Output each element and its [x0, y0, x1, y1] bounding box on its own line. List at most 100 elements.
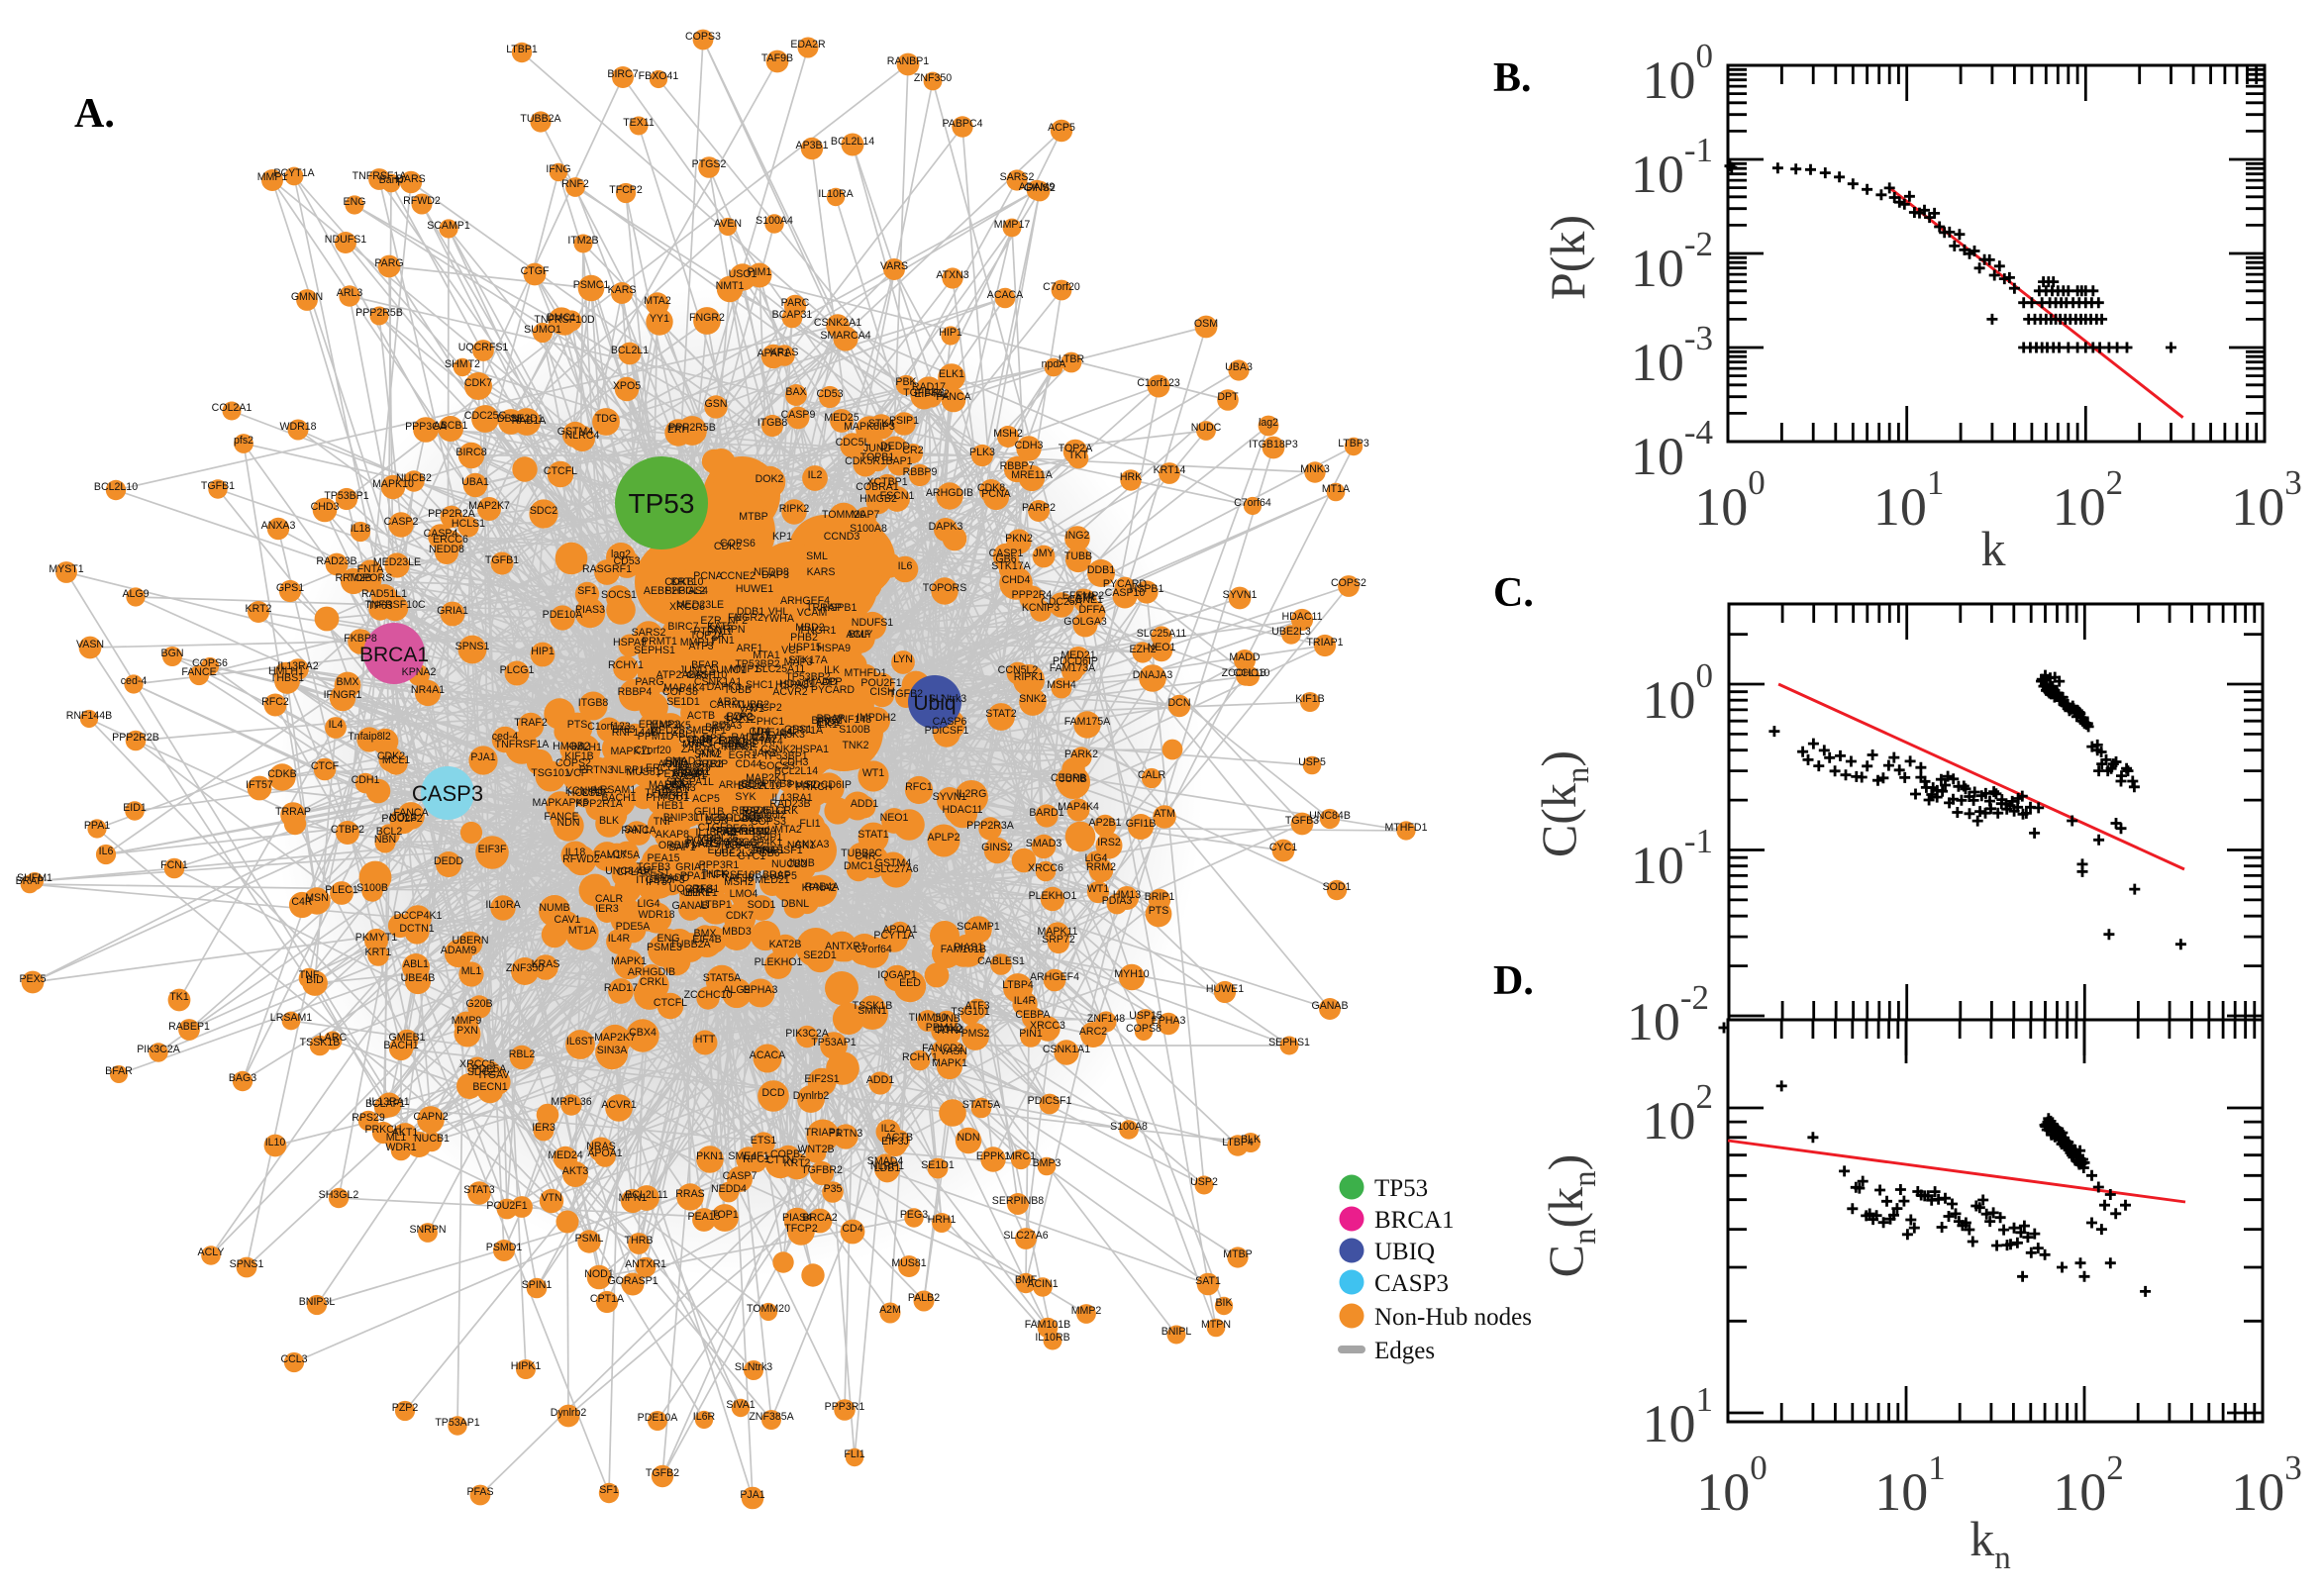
svg-text:IL4R: IL4R: [608, 933, 631, 945]
svg-text:ITGB8: ITGB8: [578, 697, 609, 709]
svg-text:GSN: GSN: [705, 398, 728, 410]
svg-text:TOPORS: TOPORS: [923, 582, 967, 594]
svg-text:MBD3: MBD3: [722, 926, 752, 938]
svg-text:MTBP: MTBP: [739, 511, 767, 523]
svg-text:IL6: IL6: [99, 846, 114, 857]
svg-text:MT1A: MT1A: [568, 925, 597, 937]
svg-text:DNAJA3: DNAJA3: [1133, 669, 1173, 681]
svg-text:PTGS2: PTGS2: [692, 158, 727, 170]
svg-text:PDE5A: PDE5A: [616, 921, 652, 933]
svg-text:TK1: TK1: [169, 991, 189, 1003]
svg-text:PPP2R4: PPP2R4: [1012, 589, 1053, 601]
svg-text:C.: C.: [1493, 570, 1534, 616]
svg-text:UBA3: UBA3: [1225, 361, 1253, 373]
svg-text:FLI1: FLI1: [799, 818, 820, 830]
svg-text:kn: kn: [1970, 1511, 2011, 1576]
svg-text:DAPK3: DAPK3: [929, 521, 963, 533]
svg-text:BCL2: BCL2: [376, 826, 403, 838]
svg-text:TP53AP1: TP53AP1: [435, 1417, 479, 1429]
svg-text:MSH4: MSH4: [1047, 679, 1076, 691]
svg-text:BRIP1: BRIP1: [753, 832, 783, 844]
svg-text:XCTBP1: XCTBP1: [866, 476, 907, 488]
svg-text:JUND: JUND: [679, 664, 708, 676]
svg-text:TIMM50: TIMM50: [909, 1012, 948, 1024]
svg-text:IL10RB: IL10RB: [1035, 1332, 1069, 1344]
svg-text:LTBP4: LTBP4: [1222, 1137, 1254, 1148]
svg-text:AKT1: AKT1: [392, 1127, 419, 1139]
svg-text:CPT1A: CPT1A: [590, 1293, 625, 1305]
svg-text:SRP72: SRP72: [1042, 934, 1075, 946]
svg-text:ABL1: ABL1: [671, 729, 697, 741]
svg-text:KARS: KARS: [807, 566, 836, 578]
svg-text:PLCG1: PLCG1: [500, 664, 535, 676]
svg-text:PCNA: PCNA: [981, 488, 1011, 500]
svg-text:IFT57: IFT57: [646, 876, 673, 888]
svg-text:PLEKHO1: PLEKHO1: [1029, 890, 1077, 902]
svg-text:APAF1: APAF1: [758, 348, 790, 359]
svg-text:RNF2: RNF2: [561, 178, 589, 190]
svg-text:PIAS4: PIAS4: [782, 1212, 812, 1224]
svg-text:DBNL: DBNL: [781, 898, 809, 910]
svg-text:CALR: CALR: [595, 893, 624, 905]
svg-text:HSPA9: HSPA9: [817, 643, 851, 654]
svg-text:IL18: IL18: [565, 847, 586, 858]
svg-text:PPP2R3A: PPP2R3A: [966, 820, 1015, 832]
svg-text:EDA2R: EDA2R: [790, 39, 826, 50]
svg-text:PMS2: PMS2: [961, 1028, 990, 1040]
svg-text:CD53: CD53: [613, 555, 640, 567]
svg-text:MTHFD1: MTHFD1: [1385, 822, 1428, 834]
svg-text:CASP7: CASP7: [723, 1170, 758, 1182]
svg-text:EPHA3: EPHA3: [744, 984, 778, 996]
svg-text:ATF3: ATF3: [964, 1000, 989, 1012]
svg-text:SE2D1: SE2D1: [803, 949, 837, 961]
svg-text:DCCP4K1: DCCP4K1: [394, 910, 443, 922]
svg-text:lag2: lag2: [1259, 417, 1278, 429]
svg-text:CTCFL: CTCFL: [544, 465, 577, 477]
svg-text:SUMO1: SUMO1: [709, 664, 747, 676]
svg-text:DCN: DCN: [1168, 697, 1191, 709]
svg-text:MAP3: MAP3: [784, 656, 813, 668]
svg-text:PJA1: PJA1: [740, 1489, 764, 1501]
svg-text:LTBR: LTBR: [1059, 353, 1085, 365]
svg-text:COPS2: COPS2: [1331, 577, 1366, 589]
svg-text:XRCC6: XRCC6: [669, 601, 705, 613]
svg-text:SPNS1: SPNS1: [455, 641, 490, 652]
svg-text:IFT57: IFT57: [246, 779, 273, 791]
svg-text:CHD4: CHD4: [1002, 574, 1031, 586]
svg-text:BMF: BMF: [849, 629, 871, 641]
svg-text:SEPHS1: SEPHS1: [634, 645, 675, 656]
svg-text:THRB: THRB: [625, 1235, 654, 1247]
svg-text:ARF1: ARF1: [736, 643, 762, 654]
svg-text:PIK3C2A: PIK3C2A: [785, 1028, 830, 1040]
svg-text:SMAD4: SMAD4: [867, 1155, 904, 1167]
svg-text:APOA1: APOA1: [882, 924, 917, 936]
svg-text:ANXA3: ANXA3: [261, 520, 296, 532]
svg-text:AP3B1: AP3B1: [796, 140, 829, 151]
svg-text:ING2: ING2: [1065, 530, 1090, 542]
svg-text:UBA1: UBA1: [461, 476, 489, 488]
svg-text:MAPK8IP3: MAPK8IP3: [844, 421, 895, 433]
svg-text:LYN: LYN: [893, 653, 913, 665]
svg-text:NOD1: NOD1: [584, 1268, 614, 1280]
svg-text:SOCS1: SOCS1: [601, 589, 637, 601]
svg-text:103: 103: [2231, 463, 2302, 537]
svg-text:KARS: KARS: [608, 284, 637, 296]
svg-text:BAP1: BAP1: [668, 842, 695, 853]
svg-text:TNFRSF1A: TNFRSF1A: [353, 170, 408, 182]
svg-text:RRAS: RRAS: [675, 1188, 704, 1200]
svg-text:STAT1: STAT1: [858, 829, 889, 841]
svg-text:ARHGEF4: ARHGEF4: [1030, 971, 1079, 983]
svg-text:MTA2: MTA2: [644, 295, 671, 307]
svg-text:BRIP1: BRIP1: [1145, 891, 1175, 903]
svg-text:ced-4: ced-4: [121, 675, 148, 687]
svg-text:IL10: IL10: [265, 1137, 286, 1148]
svg-text:BIRC7: BIRC7: [607, 68, 638, 80]
svg-text:IL4: IL4: [329, 719, 344, 731]
svg-text:CASP9: CASP9: [781, 409, 816, 421]
svg-text:PKN2: PKN2: [1005, 533, 1033, 545]
svg-text:ACTB: ACTB: [687, 710, 715, 722]
svg-text:SLC27A6: SLC27A6: [1003, 1230, 1048, 1242]
svg-text:C(kn): C(kn): [1531, 750, 1596, 857]
svg-text:NDUFS1: NDUFS1: [325, 234, 366, 246]
svg-text:BMX: BMX: [337, 676, 359, 688]
